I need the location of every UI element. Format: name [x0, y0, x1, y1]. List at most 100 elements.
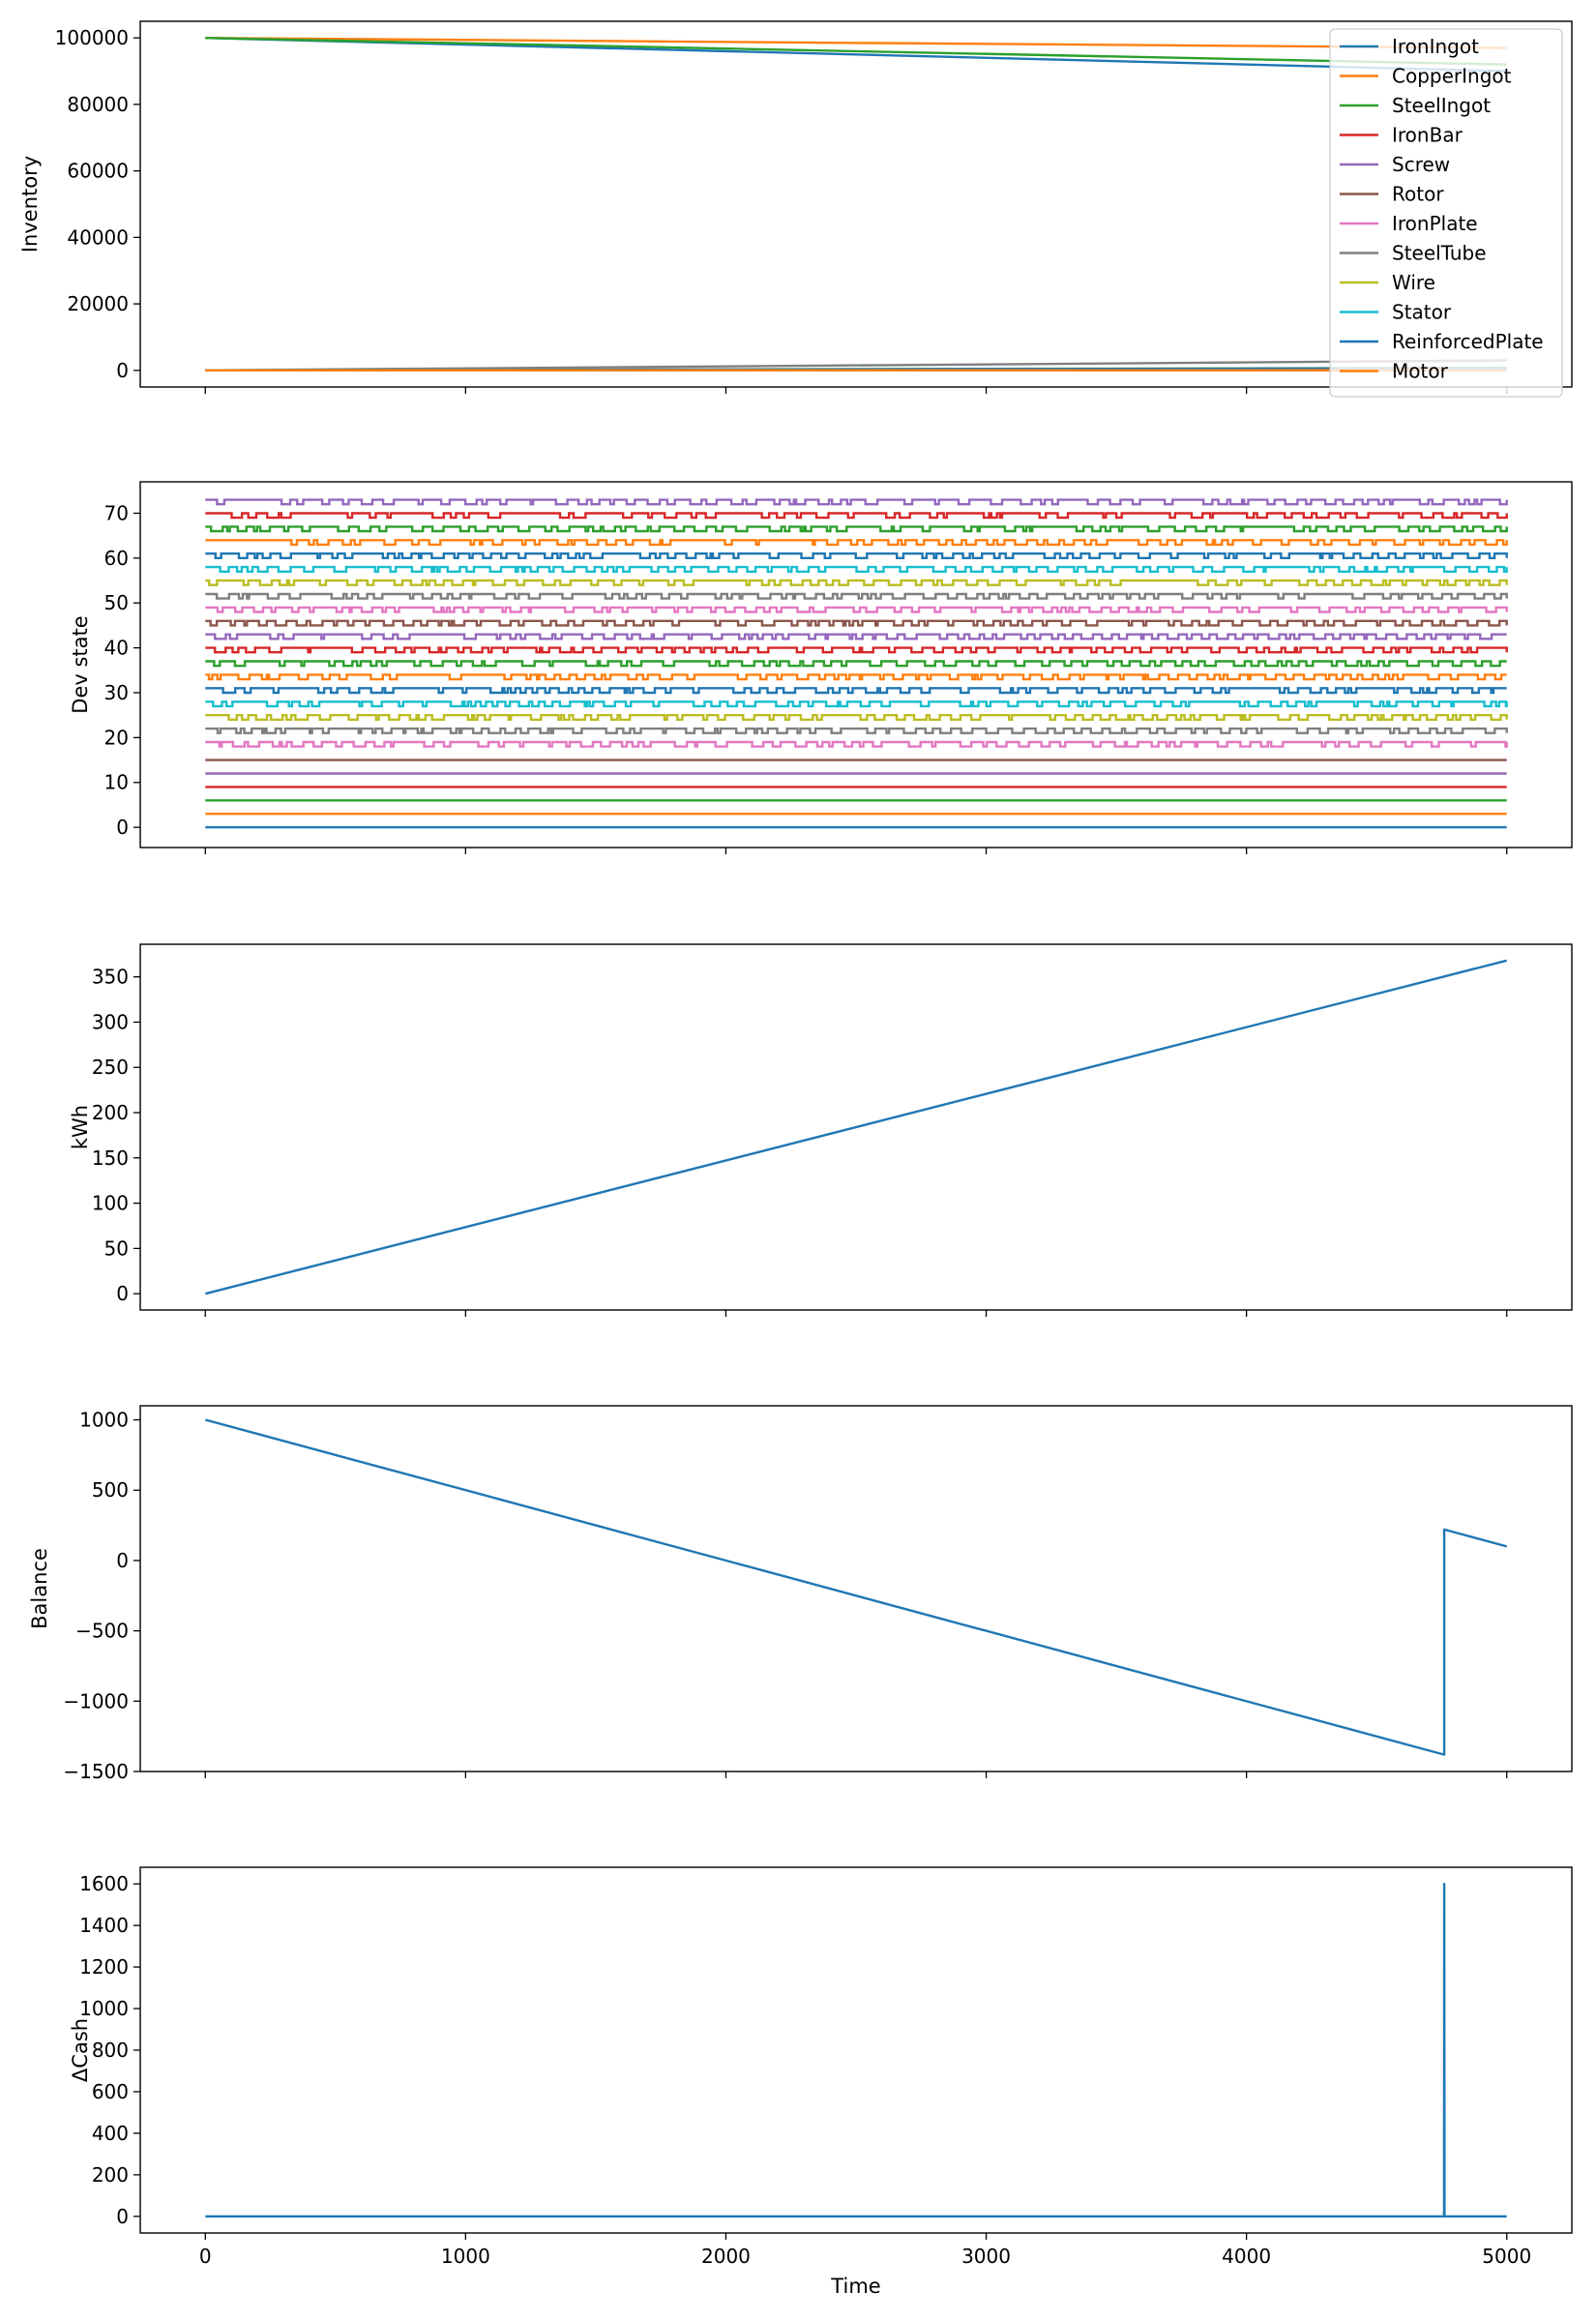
legend-entry: Screw [1392, 153, 1450, 176]
y-axis-label: Balance [28, 1548, 51, 1629]
y-tick-label: 0 [116, 816, 129, 839]
y-axis-label: Inventory [18, 156, 42, 253]
y-axis-label: Dev state [69, 615, 92, 713]
y-tick-label: 60 [104, 547, 129, 570]
series-line [205, 498, 1508, 506]
y-tick-label: 60000 [67, 160, 129, 183]
y-tick-label: 30 [104, 681, 129, 704]
x-tick-label: 1000 [441, 2245, 490, 2268]
y-tick-label: 200 [92, 2163, 129, 2187]
y-tick-label: 100 [92, 1192, 129, 1215]
legend-entry: SteelTube [1392, 242, 1487, 265]
axes-frame [139, 1405, 1573, 1772]
y-tick-label: 70 [104, 501, 129, 524]
legend-entry: ReinforcedPlate [1392, 330, 1544, 353]
y-tick-label: 800 [92, 2039, 129, 2062]
legend-entry: CopperIngot [1392, 65, 1512, 88]
series-line [205, 727, 1508, 734]
x-axis-label: Time [830, 2275, 880, 2298]
series-line [205, 525, 1508, 533]
y-tick-label: 600 [92, 2080, 129, 2103]
axes-frame [139, 20, 1573, 388]
x-tick-label: 4000 [1222, 2245, 1271, 2268]
series-line [205, 700, 1508, 708]
series-line [204, 1418, 1508, 1756]
y-tick-label: 50 [104, 1236, 129, 1260]
plot-area [205, 959, 1507, 1295]
series-line [205, 619, 1508, 627]
chart-panel-2: 0 10 20 30 40 50 60 70 Dev state [69, 481, 1573, 854]
y-tick-label: 0 [116, 1282, 129, 1305]
chart-panel-1: 0 20000 40000 60000 80000 100000 Inventory Iron… [18, 20, 1573, 398]
axes-frame [139, 943, 1573, 1311]
chart-panel-4: −1500 −1000 −500 0 500 1000 Balance [28, 1405, 1573, 1783]
y-tick-label: 1000 [79, 1997, 129, 2020]
plot-area [205, 1883, 1507, 2218]
y-tick-label: 50 [104, 591, 129, 614]
x-tick-label: 2000 [701, 2245, 751, 2268]
legend-entry: Wire [1392, 271, 1435, 294]
x-tick-label: 3000 [961, 2245, 1011, 2268]
y-tick-label: −1500 [63, 1760, 129, 1783]
series-line [205, 539, 1508, 547]
series-line [205, 660, 1507, 668]
series-line [205, 714, 1508, 721]
series-line [205, 579, 1508, 586]
series-line [205, 592, 1508, 600]
series-line [205, 959, 1507, 1295]
y-tick-label: 400 [92, 2122, 129, 2145]
y-tick-label: 20000 [67, 292, 129, 315]
y-tick-label: 1000 [79, 1409, 129, 1432]
y-tick-label: 100000 [55, 26, 129, 49]
y-tick-label: 350 [92, 966, 129, 989]
plot-area [204, 1418, 1508, 1756]
plot-area [205, 37, 1507, 372]
y-tick-label: −1000 [63, 1689, 129, 1712]
axes-frame [139, 481, 1573, 848]
series-line [205, 565, 1508, 573]
y-tick-label: 150 [92, 1146, 129, 1170]
series-line [205, 1883, 1507, 2218]
series-line [205, 740, 1508, 748]
y-tick-label: 40000 [67, 225, 129, 249]
legend-entry: SteelIngot [1392, 94, 1491, 117]
y-tick-label: 0 [116, 359, 129, 382]
y-tick-label: 500 [92, 1478, 129, 1502]
panels: 020000400006000080000100000InventoryIron… [18, 20, 1573, 2268]
series-line [205, 512, 1508, 520]
legend-entry: IronBar [1392, 124, 1463, 147]
y-tick-label: 200 [92, 1101, 129, 1124]
y-tick-label: 1200 [79, 1955, 129, 1979]
x-tick-label: 5000 [1482, 2245, 1531, 2268]
series-line [205, 37, 1507, 49]
y-tick-label: 80000 [67, 93, 129, 116]
chart-panel-5: 0 200 400 600 800 1000 1200 1400 1600 0 1000 2000 30… [69, 1866, 1573, 2268]
series-line [205, 37, 1507, 66]
y-tick-label: 1600 [79, 1872, 129, 1895]
legend-entry: Stator [1392, 301, 1452, 324]
y-tick-label: 40 [104, 637, 129, 660]
legend-box [1329, 28, 1563, 398]
legend-entry: IronIngot [1392, 35, 1479, 58]
y-tick-label: 300 [92, 1010, 129, 1033]
series-line [205, 687, 1507, 695]
y-axis-label: ΔCash [69, 2018, 92, 2082]
y-tick-label: 0 [116, 2205, 129, 2228]
series-line [205, 606, 1508, 613]
legend: IronIngot CopperIngot SteelIngot IronBar Scr… [1329, 28, 1563, 398]
series-line [205, 633, 1507, 640]
y-tick-label: 250 [92, 1056, 129, 1079]
series-line [205, 646, 1508, 654]
series-line [205, 552, 1508, 559]
y-tick-label: 0 [116, 1549, 129, 1572]
x-tick-label: 0 [199, 2245, 212, 2268]
y-axis-label: kWh [69, 1105, 92, 1149]
legend-entry: Motor [1392, 360, 1449, 383]
y-tick-label: 10 [104, 771, 129, 794]
legend-entry: Rotor [1392, 183, 1444, 206]
y-tick-label: −500 [75, 1620, 129, 1643]
plot-area [205, 498, 1508, 829]
series-line [205, 673, 1507, 681]
y-tick-label: 20 [104, 726, 129, 749]
